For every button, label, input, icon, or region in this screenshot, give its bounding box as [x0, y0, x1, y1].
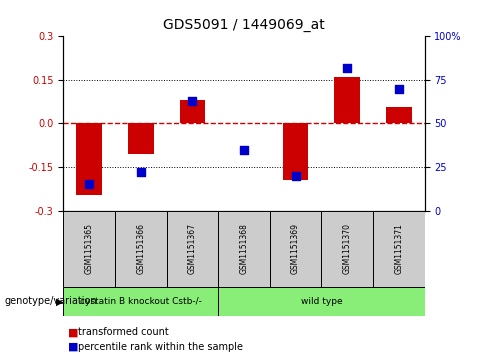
Text: ■: ■ — [68, 327, 79, 337]
Text: transformed count: transformed count — [78, 327, 169, 337]
Bar — [283, 123, 308, 180]
Text: GSM1151368: GSM1151368 — [240, 223, 248, 274]
Text: GSM1151365: GSM1151365 — [85, 223, 94, 274]
Bar — [270, 211, 322, 287]
Point — [188, 98, 196, 104]
Bar — [322, 211, 373, 287]
Bar — [166, 211, 218, 287]
Text: cystatin B knockout Cstb-/-: cystatin B knockout Cstb-/- — [80, 297, 202, 306]
Bar — [115, 211, 166, 287]
Point — [292, 173, 300, 179]
Text: GSM1151370: GSM1151370 — [343, 223, 352, 274]
Point — [85, 182, 93, 187]
Bar — [373, 211, 425, 287]
Title: GDS5091 / 1449069_at: GDS5091 / 1449069_at — [163, 19, 325, 33]
Point — [395, 86, 403, 91]
Bar — [63, 287, 218, 316]
Bar — [180, 100, 205, 123]
Bar — [218, 287, 425, 316]
Text: percentile rank within the sample: percentile rank within the sample — [78, 342, 243, 352]
Text: GSM1151366: GSM1151366 — [136, 223, 145, 274]
Text: GSM1151367: GSM1151367 — [188, 223, 197, 274]
Bar — [334, 77, 360, 123]
Text: ■: ■ — [68, 342, 79, 352]
Bar — [128, 123, 154, 154]
Point — [240, 147, 248, 152]
Text: GSM1151369: GSM1151369 — [291, 223, 300, 274]
Bar — [63, 211, 115, 287]
Text: genotype/variation: genotype/variation — [5, 296, 98, 306]
Text: ▶: ▶ — [56, 297, 63, 307]
Point — [343, 65, 351, 70]
Bar — [218, 211, 270, 287]
Point — [137, 169, 145, 175]
Text: GSM1151371: GSM1151371 — [394, 223, 403, 274]
Text: wild type: wild type — [301, 297, 342, 306]
Bar — [76, 123, 102, 195]
Bar — [386, 107, 412, 123]
